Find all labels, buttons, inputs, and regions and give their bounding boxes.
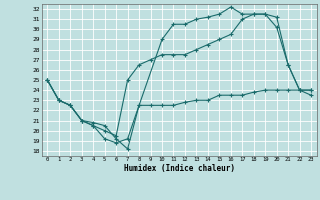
X-axis label: Humidex (Indice chaleur): Humidex (Indice chaleur) [124, 164, 235, 173]
